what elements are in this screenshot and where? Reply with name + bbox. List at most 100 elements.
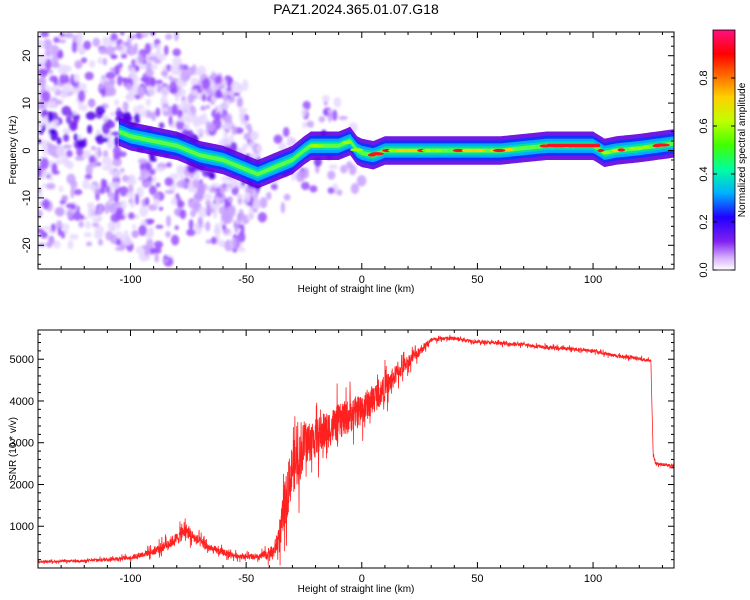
spectrogram-noise-blob	[126, 49, 131, 55]
spectrogram-noise-blob	[120, 53, 128, 59]
spectrogram-noise-blob	[122, 101, 129, 112]
spectrogram-noise-blob	[327, 111, 333, 123]
spectrogram-noise-blob	[348, 164, 357, 176]
spectrogram-noise-blob	[244, 192, 251, 203]
spectrogram-hot-spot	[395, 148, 410, 153]
spectrogram-noise-blob	[158, 206, 164, 211]
spectrogram-noise-blob	[60, 223, 70, 231]
spectrogram-y-axis-title: Frequency (Hz)	[8, 116, 19, 185]
spectrogram-noise-blob	[133, 42, 138, 55]
spectrogram-noise-blob	[61, 82, 72, 95]
spectrogram-noise-blob	[242, 143, 248, 149]
spectrogram-noise-blob	[232, 237, 238, 250]
spectrogram-noise-blob	[155, 224, 164, 229]
spectrogram-noise-blob	[230, 205, 236, 217]
spectrogram-noise-blob	[256, 144, 262, 153]
spectrogram-noise-blob	[155, 107, 161, 117]
spectrogram-noise-blob	[38, 209, 43, 219]
spectrogram-noise-blob	[301, 107, 307, 117]
spectrogram-noise-blob	[52, 55, 59, 67]
spectrogram-noise-blob	[215, 112, 222, 122]
spectrogram-noise-blob	[350, 183, 360, 195]
spectrogram-noise-blob	[55, 159, 62, 166]
spectrogram-noise-blob	[265, 191, 272, 200]
colorbar: 0.0 0.2 0.4 0.6 0.8 Normalized spectral ampl…	[698, 29, 748, 278]
spectrogram-noise-blob	[129, 66, 137, 79]
spectrogram-noise-blob	[97, 238, 104, 246]
spectrogram-noise-blob	[63, 159, 71, 168]
spectrogram-noise-blob	[58, 185, 64, 193]
spectrogram-hot-spot	[350, 148, 364, 152]
spectrogram-noise-blob	[114, 246, 125, 251]
spectrogram-noise-blob	[39, 157, 50, 170]
spectrogram-hot-spot	[629, 146, 644, 151]
colorbar-ticks: 0.0 0.2 0.4 0.6 0.8	[698, 70, 735, 278]
spectrogram-noise-blob	[171, 103, 179, 116]
spectrogram-noise-blob	[59, 32, 65, 38]
spectrogram-noise-blob	[338, 115, 348, 120]
spectrogram-noise-blob	[109, 111, 115, 117]
spectrogram-noise-blob	[141, 32, 151, 36]
spectrogram-noise-blob	[179, 165, 186, 171]
spectrogram-noise-blob	[122, 238, 133, 246]
spectrogram-noise-blob	[101, 87, 107, 98]
spectrogram-noise-blob	[205, 104, 211, 110]
spectrogram-noise-blob	[74, 59, 83, 70]
spectrogram-noise-blob	[176, 200, 185, 208]
spectrogram-noise-blob	[53, 36, 60, 43]
spectrogram-noise-blob	[156, 43, 162, 54]
spectrogram-noise-blob	[47, 111, 53, 123]
spectrogram-noise-blob	[208, 173, 216, 180]
spectrogram-noise-blob	[40, 32, 49, 38]
spectrogram-hot-spot	[492, 148, 506, 153]
spectrogram-noise-blob	[57, 227, 62, 237]
spectrogram-noise-blob	[50, 223, 56, 232]
spectrogram-noise-blob	[196, 182, 207, 191]
snr-panel: -100 -50 0 50 100 1000 2000 3000 4000 5000 Height…	[8, 329, 675, 595]
spectrogram-noise-blob	[41, 143, 49, 156]
spectrogram-noise-blob	[98, 47, 108, 55]
spectrogram-noise-blob	[136, 104, 145, 111]
spectrogram-noise-blob	[156, 83, 162, 94]
spectrogram-noise-blob	[145, 51, 151, 64]
spectrogram-y-tick-label: -20	[21, 237, 33, 253]
spectrogram-noise-blob	[38, 53, 47, 65]
spectrogram-noise-blob	[96, 134, 105, 145]
spectrogram-noise-blob	[215, 198, 221, 208]
spectrogram-noise-blob	[137, 158, 148, 164]
spectrogram-noise-blob	[328, 164, 338, 170]
spectrogram-noise-blob	[50, 44, 59, 57]
spectrogram-x-tick-label: -50	[238, 274, 254, 286]
spectrogram-noise-blob	[214, 75, 223, 85]
spectrogram-noise-blob	[110, 225, 116, 231]
spectrogram-noise-blob	[105, 230, 113, 241]
spectrogram-noise-blob	[221, 224, 227, 231]
spectrogram-noise-blob	[86, 124, 93, 134]
spectrogram-noise-blob	[42, 198, 50, 210]
spectrogram-hot-spot	[405, 148, 421, 153]
spectrogram-noise-blob	[132, 229, 138, 239]
spectrogram-noise-blob	[125, 192, 136, 198]
spectrogram-noise-blob	[104, 87, 115, 95]
spectrogram-noise-blob	[67, 239, 74, 250]
spectrogram-noise-blob	[83, 40, 92, 50]
spectrogram-noise-blob	[118, 151, 127, 158]
spectrogram-noise-blob	[223, 130, 228, 138]
spectrogram-noise-blob	[105, 185, 111, 194]
spectrogram-noise-blob	[195, 128, 205, 134]
snr-ticks: -100 -50 0 50 100 1000 2000 3000 4000 5000	[10, 330, 674, 585]
spectrogram-noise-blob	[73, 73, 80, 83]
spectrogram-x-tick-label: 100	[584, 274, 602, 286]
spectrogram-noise-blob	[58, 64, 69, 70]
spectrogram-noise-blob	[213, 226, 222, 236]
spectrogram-noise-blob	[105, 45, 115, 56]
spectrogram-noise-blob	[70, 187, 75, 199]
spectrogram-noise-blob	[205, 239, 212, 244]
spectrogram-noise-blob	[102, 114, 109, 122]
spectrogram-noise-blob	[100, 77, 105, 85]
spectrogram-noise-blob	[144, 42, 152, 55]
spectrogram-noise-blob	[91, 222, 100, 228]
spectrogram-noise-blob	[201, 113, 207, 119]
spectrogram-noise-blob	[249, 135, 258, 141]
spectrogram-noise-blob	[158, 122, 165, 130]
